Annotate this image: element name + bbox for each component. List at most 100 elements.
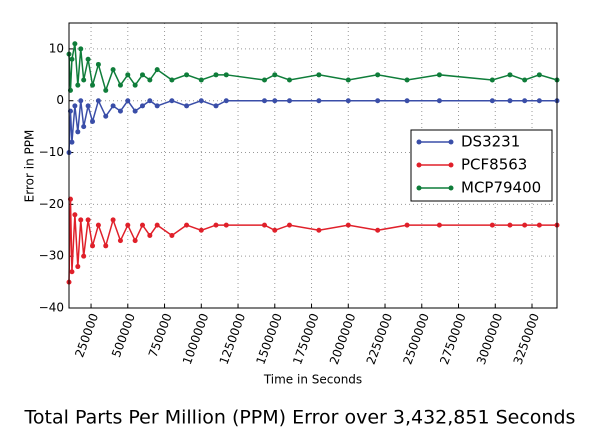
y-axis-label: Error in PPM (23, 130, 37, 203)
data-point (132, 82, 138, 88)
data-point (139, 103, 145, 109)
data-point (345, 98, 351, 104)
data-point (198, 77, 204, 83)
data-point (139, 222, 145, 228)
data-point (345, 222, 351, 228)
data-point (184, 72, 190, 78)
data-point (81, 253, 87, 259)
data-point (375, 227, 381, 233)
data-point (404, 98, 410, 104)
data-point (436, 222, 442, 228)
legend-marker (416, 185, 422, 191)
data-point (95, 61, 101, 67)
data-point (147, 77, 153, 83)
data-point (404, 222, 410, 228)
data-point (72, 103, 78, 109)
legend-marker (416, 162, 422, 168)
data-point (404, 77, 410, 83)
data-point (169, 98, 175, 104)
data-point (69, 56, 75, 62)
data-point (75, 82, 81, 88)
data-point (125, 98, 131, 104)
legend-label: DS3231 (461, 133, 520, 151)
data-point (147, 232, 153, 238)
data-point (139, 72, 145, 78)
data-point (81, 77, 87, 83)
data-point (489, 222, 495, 228)
data-point (272, 227, 278, 233)
data-point (78, 98, 84, 104)
data-point (272, 98, 278, 104)
series-line (68, 43, 558, 93)
y-tick-label: −10 (39, 145, 64, 159)
data-point (90, 82, 96, 88)
data-point (184, 103, 190, 109)
data-point (213, 103, 219, 109)
data-point (85, 103, 91, 109)
data-point (316, 227, 322, 233)
data-point (103, 113, 109, 119)
data-point (117, 238, 123, 244)
data-point (78, 46, 84, 52)
x-tick-label: 2000000 (327, 311, 358, 366)
data-point (103, 87, 109, 93)
data-point (316, 72, 322, 78)
y-tick-label: −20 (39, 197, 64, 211)
data-point (286, 77, 292, 83)
data-point (95, 222, 101, 228)
data-point (75, 129, 81, 135)
data-point (213, 222, 219, 228)
data-point (345, 77, 351, 83)
legend-marker (416, 139, 422, 145)
data-point (507, 222, 513, 228)
data-point (272, 72, 278, 78)
x-tick-label: 1000000 (180, 311, 211, 366)
data-point (507, 72, 513, 78)
data-point (223, 72, 229, 78)
data-point (154, 103, 160, 109)
y-tick-label: −40 (39, 301, 64, 315)
data-point (316, 98, 322, 104)
y-tick-label: 10 (49, 41, 64, 55)
data-point (213, 72, 219, 78)
data-point (522, 222, 528, 228)
x-tick-label: 2500000 (400, 311, 431, 366)
data-point (223, 222, 229, 228)
x-tick-label: 1750000 (290, 311, 321, 366)
data-point (198, 227, 204, 233)
data-point (125, 72, 131, 78)
data-point (436, 72, 442, 78)
data-point (489, 77, 495, 83)
data-point (522, 98, 528, 104)
data-point (90, 243, 96, 249)
data-point (69, 139, 75, 145)
data-point (117, 82, 123, 88)
x-tick-label: 3000000 (474, 311, 505, 366)
series-line (68, 199, 557, 283)
x-tick-label: 500000 (109, 311, 138, 359)
data-point (489, 98, 495, 104)
data-point (103, 243, 109, 249)
data-point (81, 124, 87, 130)
data-point (261, 98, 267, 104)
data-point (184, 222, 190, 228)
legend-marker (448, 162, 454, 168)
data-point (169, 232, 175, 238)
legend-marker (448, 185, 454, 191)
data-point (536, 98, 542, 104)
data-point (85, 217, 91, 223)
legend-label: MCP79400 (461, 179, 541, 197)
data-point (125, 222, 131, 228)
x-tick-label: 1500000 (253, 311, 284, 366)
x-tick-label: 2750000 (437, 311, 468, 366)
data-point (85, 56, 91, 62)
data-point (117, 108, 123, 114)
chart-title: Total Parts Per Million (PPM) Error over… (24, 407, 576, 429)
data-point (261, 77, 267, 83)
x-tick-label: 2250000 (364, 311, 395, 366)
series-line (68, 98, 557, 153)
data-point (261, 222, 267, 228)
data-point (154, 67, 160, 73)
data-point (78, 217, 84, 223)
